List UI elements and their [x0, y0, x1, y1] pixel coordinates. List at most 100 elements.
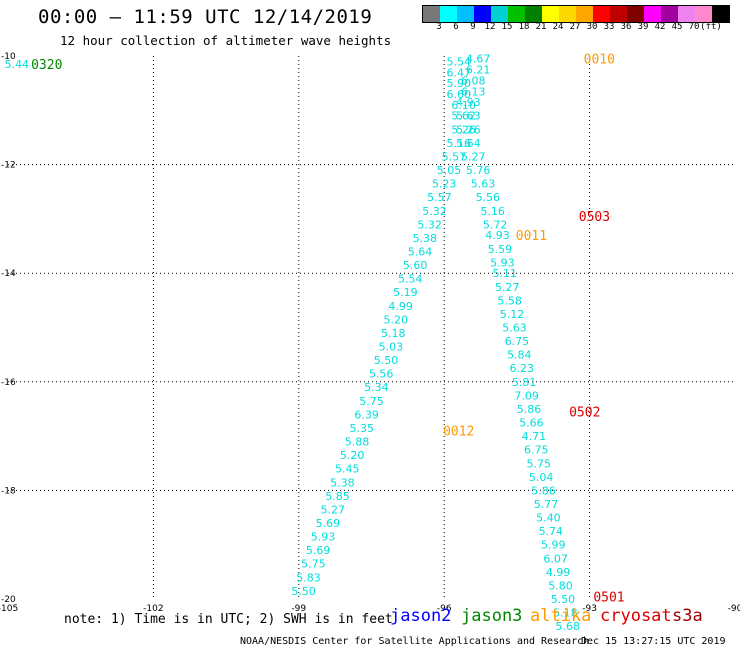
- wave-height-label: 4.99: [546, 566, 571, 579]
- wave-height-label: 5.69: [306, 544, 331, 557]
- color-swatch: [627, 6, 644, 22]
- wave-height-label: 5.76: [466, 164, 491, 177]
- grid-lines: [8, 56, 735, 599]
- color-swatch: [678, 6, 695, 22]
- wave-height-label: 5.57: [427, 191, 452, 204]
- wave-height-label: 5.58: [497, 294, 522, 307]
- wave-height-label: 5.83: [296, 571, 321, 584]
- wave-height-label: 6.10: [451, 99, 476, 112]
- color-swatch: [474, 6, 491, 22]
- wave-height-label: 6.47: [446, 66, 471, 79]
- color-swatch: [457, 6, 474, 22]
- note-text: note: 1) Time is in UTC; 2) SWH is in fe…: [64, 612, 393, 627]
- wave-height-label: 6.60: [446, 88, 471, 101]
- wave-height-label: 5.86: [517, 403, 542, 416]
- wave-height-label: 5.60: [403, 259, 428, 272]
- wave-height-label: 5.85: [325, 490, 350, 503]
- wave-height-label: 5.16: [446, 137, 471, 150]
- wave-height-label: 4.99: [388, 300, 413, 313]
- wave-height-label: 6.07: [543, 552, 568, 565]
- legend-altika: altika: [530, 606, 592, 626]
- wave-height-label: 5.20: [383, 313, 408, 326]
- wave-height-label: 6.75: [524, 444, 549, 457]
- wave-height-label: 6.13: [461, 85, 486, 98]
- wave-height-label: 5.75: [526, 457, 551, 470]
- y-tick-label: -20: [1, 595, 16, 605]
- color-scale-tick-label: 15: [501, 22, 513, 32]
- wave-height-label: 5.75: [301, 558, 326, 571]
- x-tick-label: -93: [582, 604, 597, 614]
- wave-height-label: 5.56: [476, 191, 501, 204]
- x-tick-label: -102: [143, 604, 163, 614]
- wave-height-label: 6.08: [461, 74, 486, 87]
- wave-height-label: 5.90: [446, 77, 471, 90]
- color-swatch: [644, 6, 661, 22]
- y-tick-label: -12: [1, 161, 16, 171]
- color-swatch: [695, 6, 712, 22]
- color-scale-tick-label: 9: [470, 22, 476, 32]
- color-scale-tick-label: 21: [535, 22, 547, 32]
- color-swatch: [508, 6, 525, 22]
- wave-height-label: 5.64: [408, 245, 433, 258]
- wave-height-label: 5.40: [536, 512, 561, 525]
- wave-height-label: 5.05: [437, 164, 462, 177]
- wave-height-label: 5.16: [480, 205, 505, 218]
- color-swatch: [559, 6, 576, 22]
- color-swatch: [525, 6, 542, 22]
- time-label: 0501: [593, 590, 624, 605]
- wave-height-label: 5.04: [529, 471, 554, 484]
- wave-height-label: 5.64: [456, 137, 481, 150]
- wave-height-label: 5.18: [553, 607, 578, 620]
- color-scale-tick-label: 3: [436, 22, 442, 32]
- color-scale-tick-label: (ft): [700, 22, 722, 32]
- color-scale-tick-label: 33: [603, 22, 615, 32]
- wave-height-label: 5.45: [335, 463, 360, 476]
- wave-height-label: 5.69: [316, 517, 341, 530]
- time-label: 0011: [516, 229, 547, 244]
- color-swatch: [593, 6, 610, 22]
- y-tick-label: -16: [1, 378, 16, 388]
- wave-height-label: 5.11: [493, 267, 518, 280]
- wave-height-label: 5.93: [311, 531, 336, 544]
- wave-height-label: 5.80: [548, 579, 573, 592]
- time-label: 0503: [579, 210, 610, 225]
- color-swatch: [491, 6, 508, 22]
- wave-height-label: 5.12: [500, 308, 525, 321]
- wave-height-label: 5.50: [551, 593, 576, 606]
- wave-height-label: 6.75: [505, 335, 530, 348]
- wave-height-label: 5.84: [507, 349, 532, 362]
- color-swatch: [661, 6, 678, 22]
- color-swatch: [423, 6, 440, 22]
- timestamp-text: Dec 15 13:27:15 UTC 2019: [581, 636, 726, 647]
- wave-height-label: 7.09: [514, 389, 539, 402]
- color-scale-tick-label: 36: [620, 22, 632, 32]
- wave-height-label: 5.57: [442, 150, 467, 163]
- color-scale-tick-label: 24: [552, 22, 564, 32]
- axis-tick-labels: -105 -102 -99 -96 -93 -90 -10 -12 -14 -16 -18 -20: [0, 52, 740, 614]
- color-scale-tick-label: 6: [453, 22, 459, 32]
- time-label: 0320: [31, 58, 62, 73]
- wave-height-label: 5.38: [330, 476, 355, 489]
- chart-subtitle: 12 hour collection of altimeter wave hei…: [60, 33, 392, 48]
- color-swatch: [542, 6, 559, 22]
- wave-height-label: 5.27: [320, 503, 345, 516]
- wave-height-label: 5.59: [488, 243, 513, 256]
- wave-height-label: 5.74: [539, 525, 564, 538]
- wave-height-label: 5.81: [512, 376, 537, 389]
- wave-height-label: 5.54: [446, 55, 471, 68]
- wave-height-label: 5.50: [374, 354, 399, 367]
- wave-height-label: 5.99: [541, 539, 566, 552]
- wave-height-label: 5.44: [4, 58, 29, 71]
- wave-height-label: 5.66: [519, 417, 544, 430]
- y-tick-label: -10: [1, 52, 16, 62]
- wave-height-label: 5.93: [490, 256, 515, 269]
- wave-height-label: 6.23: [509, 362, 534, 375]
- color-scale-tick-label: 70: [688, 22, 700, 32]
- wave-height-label: 5.32: [417, 218, 442, 231]
- wave-height-label: 5.23: [432, 178, 457, 191]
- wave-height-label: 5.54: [398, 273, 423, 286]
- color-scale-tick-label: 30: [586, 22, 598, 32]
- wave-height-label: 5.18: [381, 327, 406, 340]
- x-tick-label: -96: [437, 604, 452, 614]
